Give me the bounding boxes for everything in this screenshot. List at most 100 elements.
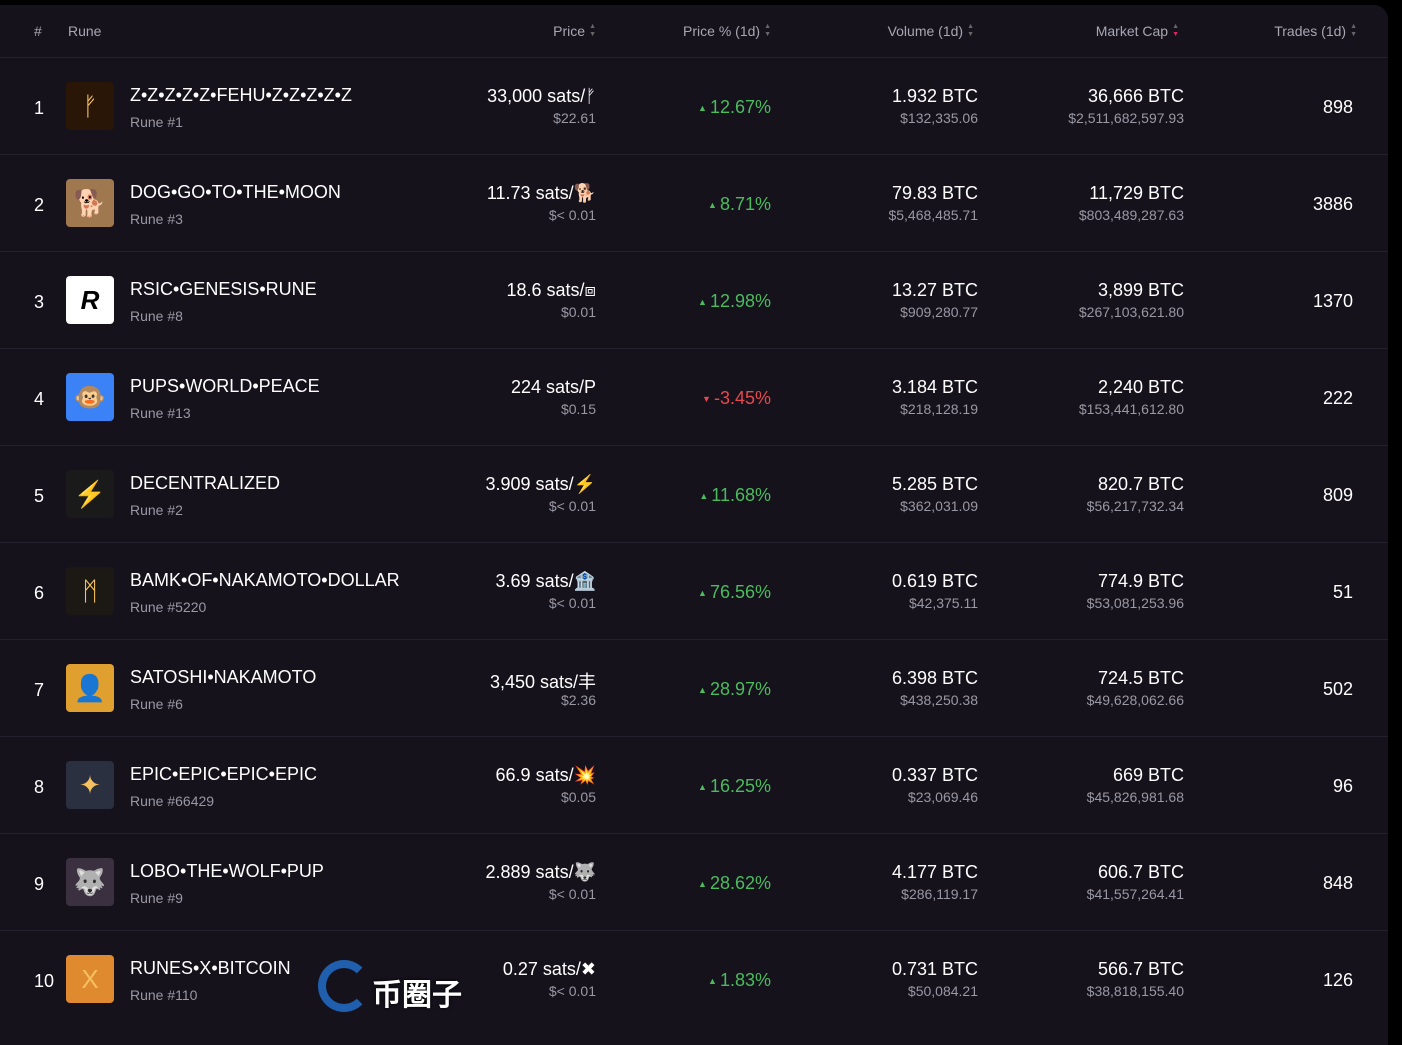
col-volume[interactable]: Volume (1d) ▲ ▼: [888, 23, 974, 39]
triangle-up-icon: ▲: [698, 103, 707, 114]
watermark-logo-icon: [318, 960, 370, 1012]
price: 3.69 sats/🏦: [495, 571, 596, 591]
market-cap-usd: $267,103,621.80: [1078, 304, 1184, 320]
table-row[interactable]: 10 X RUNES•X•BITCOIN Rune #110 0.27 sats…: [0, 930, 1388, 1027]
col-market-cap[interactable]: Market Cap ▲ ▼: [1096, 23, 1179, 39]
rank: 4: [34, 389, 45, 409]
rune-avatar-icon: R: [66, 276, 114, 324]
rune-avatar-glyph: 🐺: [73, 866, 107, 897]
rune-avatar-icon: ᚠ: [66, 82, 114, 130]
trades: 3886: [1312, 194, 1353, 214]
rune-name[interactable]: BAMK•OF•NAKAMOTO•DOLLAR: [130, 570, 400, 590]
price-change-value: 11.68%: [711, 485, 771, 505]
sort-icon[interactable]: ▲ ▼: [1172, 23, 1179, 38]
price-change-value: 28.97%: [709, 679, 771, 699]
col-trades-label: Trades (1d): [1274, 23, 1347, 39]
market-cap: 774.9 BTC: [1097, 571, 1184, 591]
table-row[interactable]: 6 ᛗ BAMK•OF•NAKAMOTO•DOLLAR Rune #5220 3…: [0, 542, 1388, 639]
rune-avatar-glyph: ᚠ: [82, 90, 98, 121]
volume: 6.398 BTC: [891, 668, 978, 688]
table-row[interactable]: 8 ✦ EPIC•EPIC•EPIC•EPIC Rune #66429 66.9…: [0, 736, 1388, 833]
price: 33,000 sats/ᚠ: [487, 86, 596, 106]
rune-number: Rune #9: [130, 890, 183, 906]
market-cap: 11,729 BTC: [1089, 183, 1184, 203]
market-cap-usd: $49,628,062.66: [1086, 692, 1184, 708]
rune-name[interactable]: SATOSHI•NAKAMOTO: [130, 667, 317, 687]
rune-name[interactable]: RSIC•GENESIS•RUNE: [130, 279, 317, 299]
rune-name[interactable]: PUPS•WORLD•PEACE: [130, 376, 320, 396]
volume: 5.285 BTC: [891, 474, 978, 494]
rune-name[interactable]: RUNES•X•BITCOIN: [130, 958, 291, 978]
rune-avatar-icon: 🐺: [66, 858, 114, 906]
sort-icon[interactable]: ▲ ▼: [1350, 23, 1357, 38]
rune-number: Rune #5220: [130, 599, 207, 615]
price-usd: $< 0.01: [548, 983, 596, 999]
rank: 3: [34, 292, 45, 312]
market-cap: 606.7 BTC: [1097, 862, 1184, 882]
col-rune: Rune: [68, 23, 102, 39]
rank: 5: [34, 486, 45, 506]
table-row[interactable]: 3 R RSIC•GENESIS•RUNE Rune #8 18.6 sats/…: [0, 251, 1388, 348]
rune-name[interactable]: DOG•GO•TO•THE•MOON: [130, 182, 341, 202]
triangle-up-icon: ▲: [699, 491, 709, 502]
rune-number: Rune #2: [130, 502, 183, 518]
col-trades[interactable]: Trades (1d) ▲ ▼: [1274, 23, 1357, 39]
market-cap: 3,899 BTC: [1097, 280, 1184, 300]
rune-name[interactable]: DECENTRALIZED: [130, 473, 281, 493]
rune-name[interactable]: EPIC•EPIC•EPIC•EPIC: [130, 764, 317, 784]
trades: 848: [1322, 873, 1353, 893]
table-row[interactable]: 9 🐺 LOBO•THE•WOLF•PUP Rune #9 2.889 sats…: [0, 833, 1388, 930]
sort-icon[interactable]: ▲ ▼: [967, 23, 974, 38]
rune-number: Rune #8: [130, 308, 183, 324]
price: 0.27 sats/✖: [502, 959, 596, 979]
price-usd: $< 0.01: [548, 595, 596, 611]
trades: 809: [1322, 485, 1353, 505]
rank: 7: [34, 680, 45, 700]
trades: 222: [1322, 388, 1353, 408]
rune-name[interactable]: LOBO•THE•WOLF•PUP: [130, 861, 324, 881]
watermark: 币圈子: [318, 958, 478, 1018]
trades: 96: [1332, 776, 1353, 796]
price: 66.9 sats/💥: [495, 765, 596, 785]
volume-usd: $438,250.38: [900, 692, 978, 708]
price: 2.889 sats/🐺: [485, 862, 596, 882]
market-cap-usd: $45,826,981.68: [1086, 789, 1184, 805]
price-change-value: 16.25%: [709, 776, 771, 796]
triangle-up-icon: ▲: [698, 685, 707, 696]
rune-avatar-icon: ⚡: [66, 470, 114, 518]
volume: 3.184 BTC: [891, 377, 978, 397]
table-header: # Rune Price ▲ ▼ Price % (1d) ▲ ▼ Volume (1d…: [0, 5, 1388, 57]
volume: 1.932 BTC: [891, 86, 978, 106]
rune-avatar-glyph: 👤: [73, 672, 107, 703]
market-cap-usd: $38,818,155.40: [1086, 983, 1184, 999]
price: 3.909 sats/⚡: [485, 474, 596, 494]
volume-usd: $23,069.46: [907, 789, 978, 805]
table-row[interactable]: 2 🐕 DOG•GO•TO•THE•MOON Rune #3 11.73 sat…: [0, 154, 1388, 251]
price: 11.73 sats/🐕: [486, 183, 596, 203]
rank: 8: [34, 777, 45, 797]
table-row[interactable]: 1 ᚠ Z•Z•Z•Z•Z•FEHU•Z•Z•Z•Z•Z Rune #1 33,…: [0, 57, 1388, 154]
rank: 1: [34, 98, 45, 118]
triangle-up-icon: ▲: [708, 200, 717, 211]
price-change-value: 1.83%: [719, 970, 771, 990]
col-price[interactable]: Price ▲ ▼: [553, 23, 596, 39]
sort-icon[interactable]: ▲ ▼: [589, 23, 596, 38]
price-change: ▲ 12.67%: [698, 97, 771, 118]
table-row[interactable]: 4 🐵 PUPS•WORLD•PEACE Rune #13 224 sats/P…: [0, 348, 1388, 445]
rune-name[interactable]: Z•Z•Z•Z•Z•FEHU•Z•Z•Z•Z•Z: [130, 85, 352, 105]
price-change-value: 12.67%: [709, 97, 771, 117]
price-change: ▲ 28.97%: [698, 679, 771, 700]
table-row[interactable]: 7 👤 SATOSHI•NAKAMOTO Rune #6 3,450 sats/…: [0, 639, 1388, 736]
table-row[interactable]: 5 ⚡ DECENTRALIZED Rune #2 3.909 sats/⚡ $…: [0, 445, 1388, 542]
triangle-up-icon: ▲: [698, 879, 707, 890]
price-usd: $22.61: [553, 110, 596, 126]
triangle-down-icon: ▼: [702, 394, 711, 405]
price-change: ▲ 12.98%: [698, 291, 771, 312]
sort-icon[interactable]: ▲ ▼: [764, 23, 771, 38]
col-price-pct[interactable]: Price % (1d) ▲ ▼: [683, 23, 771, 39]
price-change: ▲ 16.25%: [698, 776, 771, 797]
volume-usd: $50,084.21: [907, 983, 978, 999]
rune-number: Rune #13: [130, 405, 191, 421]
triangle-up-icon: ▲: [708, 976, 717, 987]
market-cap: 820.7 BTC: [1097, 474, 1184, 494]
